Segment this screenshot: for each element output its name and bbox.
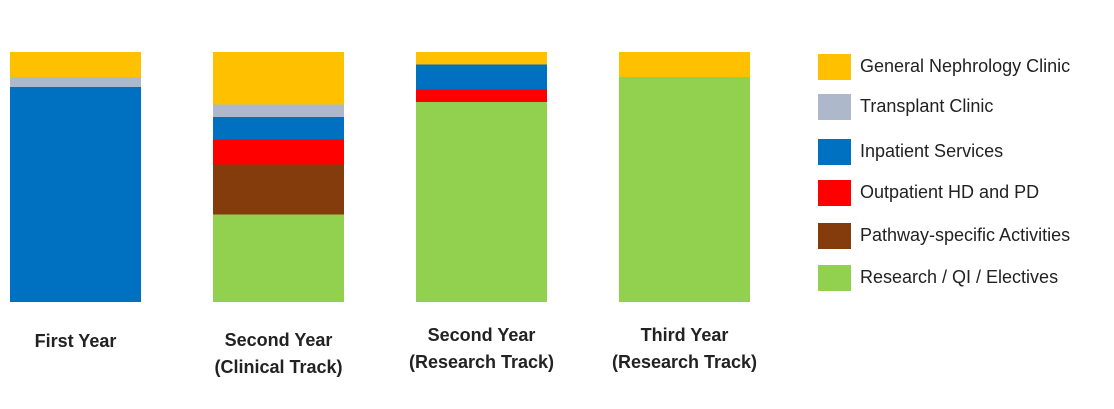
legend-label: Inpatient Services (860, 141, 1003, 161)
bar-segment (10, 77, 141, 87)
bar-segment (10, 87, 141, 302)
legend-swatch (818, 139, 851, 165)
legend-label: Outpatient HD and PD (860, 182, 1039, 202)
bar-segment (619, 77, 750, 302)
legend-label: Transplant Clinic (860, 96, 993, 116)
legend-label: Research / QI / Electives (860, 267, 1058, 287)
bar-segment (10, 52, 141, 77)
legend-swatch (818, 94, 851, 120)
x-tick-label: Second Year (Clinical Track) (214, 330, 343, 377)
bar-segment (213, 139, 344, 165)
bar-segment (213, 164, 344, 215)
legend-swatch (818, 265, 851, 291)
bar-segment (213, 214, 344, 302)
legend-label: Pathway-specific Activities (860, 225, 1070, 245)
bar-segment (213, 52, 344, 105)
bar-segment (416, 102, 547, 302)
bar-segment (619, 52, 750, 77)
x-tick-label: Second Year (Research Track) (408, 325, 555, 372)
bar-segment (213, 117, 344, 140)
legend-swatch (818, 223, 851, 249)
bar-segment (416, 52, 547, 65)
legend-swatch (818, 180, 851, 206)
bar-segment (416, 64, 547, 90)
bar-segment (416, 89, 547, 102)
legend-swatch (818, 54, 851, 80)
x-tick-label: Third Year (Research Track) (611, 325, 758, 372)
bar-segment (213, 104, 344, 117)
legend-label: General Nephrology Clinic (860, 56, 1070, 76)
x-tick-label: First Year (34, 331, 117, 351)
